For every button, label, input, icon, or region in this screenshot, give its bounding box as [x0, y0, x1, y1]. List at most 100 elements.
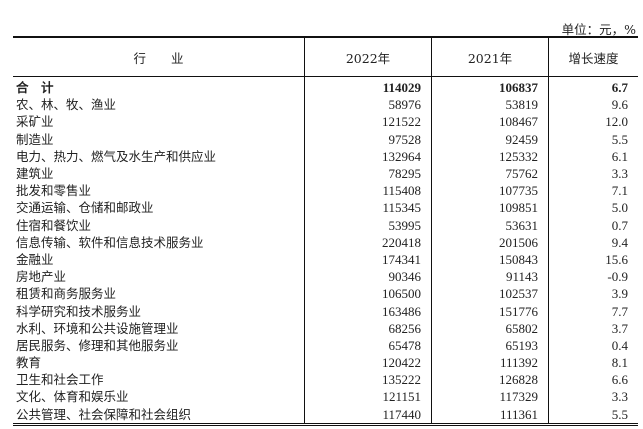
value-2021-cell: 53631 — [431, 216, 549, 234]
value-2021-cell: 102537 — [431, 285, 549, 303]
value-2021-cell: 107735 — [431, 182, 549, 200]
industry-cell: 水利、环境和公共设施管理业 — [16, 320, 179, 336]
table-row: 居民服务、修理和其他服务业 65478 65193 0.4 — [13, 336, 638, 354]
industry-cell: 建筑业 — [16, 166, 54, 182]
table-row: 批发和零售业 115408 107735 7.1 — [13, 182, 638, 200]
value-2022-cell: 121522 — [304, 113, 432, 131]
value-2022-cell: 174341 — [304, 250, 432, 269]
industry-cell: 制造业 — [16, 131, 54, 147]
value-2022-cell: 68256 — [304, 319, 432, 337]
value-2021-cell: 201506 — [431, 233, 549, 251]
value-2022-cell: 163486 — [304, 302, 432, 320]
table-row: 水利、环境和公共设施管理业 68256 65802 3.7 — [13, 319, 638, 337]
growth-cell: 5.0 — [548, 199, 638, 217]
industry-cell: 科学研究和技术服务业 — [16, 303, 142, 319]
growth-cell: 0.7 — [548, 216, 638, 234]
growth-cell: 7.1 — [548, 182, 638, 200]
value-2021-cell: 75762 — [431, 164, 549, 183]
value-2021-cell: 126828 — [431, 371, 549, 389]
table-row: 住宿和餐饮业 53995 53631 0.7 — [13, 216, 638, 234]
table-row: 公共管理、社会保障和社会组织 117440 111361 5.5 — [13, 405, 638, 426]
value-2021-cell: 109851 — [431, 199, 549, 217]
unit-label: 单位：元，% — [561, 22, 636, 37]
value-2022-cell: 120422 — [304, 354, 432, 372]
value-2021-cell: 151776 — [431, 302, 549, 320]
industry-cell: 采矿业 — [16, 114, 54, 130]
growth-cell: 5.5 — [548, 405, 638, 426]
value-2022-cell: 106500 — [304, 285, 432, 303]
industry-cell: 文化、体育和娱乐业 — [16, 389, 129, 405]
industry-cell: 电力、热力、燃气及水生产和供应业 — [16, 148, 217, 164]
value-2021-cell: 91143 — [431, 268, 549, 286]
value-2022-cell: 114029 — [304, 76, 432, 97]
growth-cell: 3.3 — [548, 388, 638, 406]
value-2021-cell: 150843 — [431, 250, 549, 269]
industry-cell: 租赁和商务服务业 — [16, 286, 117, 302]
table-row: 教育 120422 111392 8.1 — [13, 354, 638, 372]
value-2022-cell: 97528 — [304, 130, 432, 148]
growth-cell: 12.0 — [548, 113, 638, 131]
industry-cell: 交通运输、仓储和邮政业 — [16, 200, 154, 216]
value-2021-cell: 117329 — [431, 388, 549, 406]
value-2022-cell: 90346 — [304, 268, 432, 286]
growth-cell: 0.4 — [548, 336, 638, 354]
value-2022-cell: 65478 — [304, 336, 432, 354]
value-2022-cell: 58976 — [304, 96, 432, 114]
header-industry: 行 业 — [13, 36, 305, 77]
industry-cell: 金融业 — [16, 251, 54, 267]
value-2021-cell: 111361 — [431, 405, 549, 426]
value-2022-cell: 78295 — [304, 164, 432, 183]
value-2021-cell: 106837 — [431, 76, 549, 97]
value-2022-cell: 53995 — [304, 216, 432, 234]
table-row: 房地产业 90346 91143 -0.9 — [13, 268, 638, 286]
table-row: 卫生和社会工作 135222 126828 6.6 — [13, 371, 638, 389]
growth-cell: 3.9 — [548, 285, 638, 303]
growth-cell: 9.6 — [548, 96, 638, 114]
value-2022-cell: 115345 — [304, 199, 432, 217]
growth-cell: 5.5 — [548, 130, 638, 148]
value-2021-cell: 125332 — [431, 147, 549, 165]
value-2021-cell: 111392 — [431, 354, 549, 372]
table-row: 科学研究和技术服务业 163486 151776 7.7 — [13, 302, 638, 320]
growth-cell: 7.7 — [548, 302, 638, 320]
industry-cell: 教育 — [16, 355, 42, 371]
industry-cell: 公共管理、社会保障和社会组织 — [13, 405, 305, 426]
industry-cell: 批发和零售业 — [16, 183, 92, 199]
table-row: 采矿业 121522 108467 12.0 — [13, 113, 638, 131]
header-growth: 增长速度 — [548, 36, 638, 77]
industry-cell: 居民服务、修理和其他服务业 — [16, 337, 179, 353]
growth-cell: 9.4 — [548, 233, 638, 251]
growth-cell: 8.1 — [548, 354, 638, 372]
value-2022-cell: 132964 — [304, 147, 432, 165]
table-row: 信息传输、软件和信息技术服务业 220418 201506 9.4 — [13, 233, 638, 251]
value-2022-cell: 135222 — [304, 371, 432, 389]
value-2022-cell: 121151 — [304, 388, 432, 406]
table-row: 建筑业 78295 75762 3.3 — [13, 164, 638, 183]
header-2021: 2021年 — [431, 36, 549, 77]
value-2021-cell: 92459 — [431, 130, 549, 148]
growth-cell: 3.7 — [548, 319, 638, 337]
growth-cell: 3.3 — [548, 164, 638, 183]
wage-table: 行 业 2022年 2021年 增长速度 合 计 114029 106837 6.7 农… — [13, 36, 638, 426]
table-row: 制造业 97528 92459 5.5 — [13, 130, 638, 148]
value-2021-cell: 65802 — [431, 319, 549, 337]
value-2022-cell: 220418 — [304, 233, 432, 251]
table-row: 交通运输、仓储和邮政业 115345 109851 5.0 — [13, 199, 638, 217]
growth-cell: 6.1 — [548, 147, 638, 165]
value-2021-cell: 53819 — [431, 96, 549, 114]
value-2021-cell: 65193 — [431, 336, 549, 354]
industry-cell: 信息传输、软件和信息技术服务业 — [16, 234, 204, 250]
value-2021-cell: 108467 — [431, 113, 549, 131]
header-2022: 2022年 — [304, 36, 432, 77]
industry-cell: 卫生和社会工作 — [16, 372, 104, 388]
growth-cell: -0.9 — [548, 268, 638, 286]
growth-cell: 6.6 — [548, 371, 638, 389]
industry-cell: 住宿和餐饮业 — [16, 217, 92, 233]
industry-cell: 农、林、牧、渔业 — [16, 97, 117, 113]
value-2022-cell: 115408 — [304, 182, 432, 200]
growth-cell: 6.7 — [548, 76, 638, 97]
industry-cell: 房地产业 — [16, 269, 67, 285]
table-row: 文化、体育和娱乐业 121151 117329 3.3 — [13, 388, 638, 406]
table-row: 农、林、牧、渔业 58976 53819 9.6 — [13, 96, 638, 114]
table-row: 金融业 174341 150843 15.6 — [13, 250, 638, 269]
